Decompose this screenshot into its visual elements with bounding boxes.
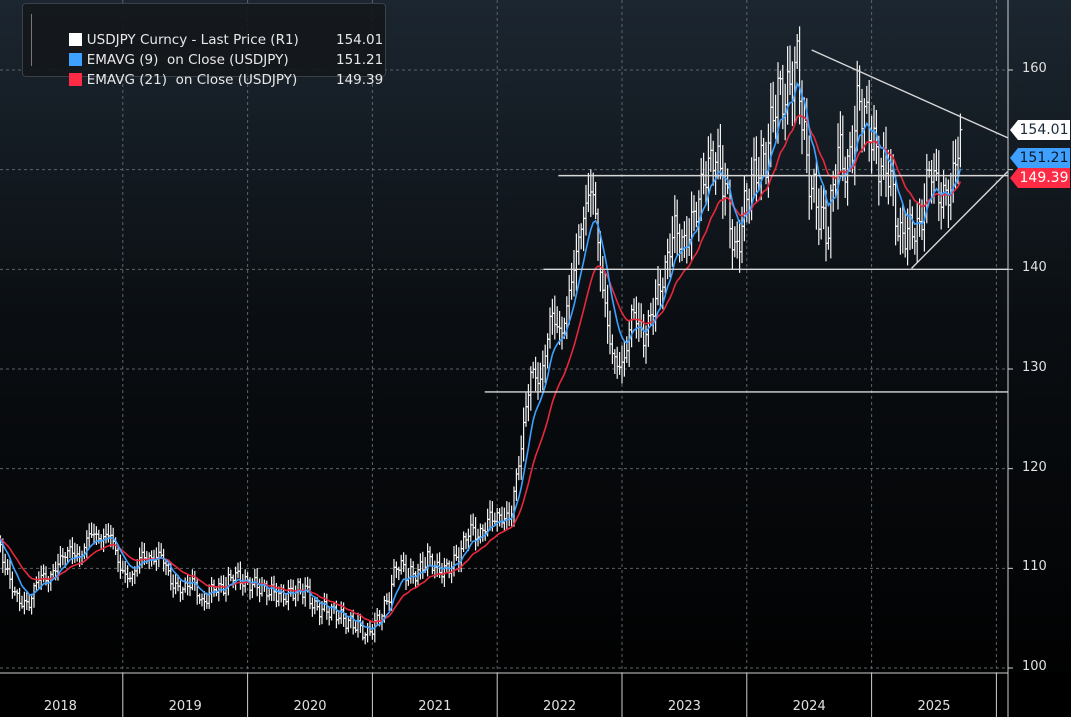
legend[interactable]: USDJPY Curncy - Last Price (R1) 154.01 EM… — [22, 3, 386, 88]
trendline — [811, 49, 1008, 139]
y-tick-label: 140 — [1022, 260, 1047, 276]
x-tick-label: 2020 — [293, 699, 327, 714]
legend-swatch-blue — [68, 53, 82, 66]
x-tick-label: 2022 — [543, 699, 577, 714]
ema9-line — [0, 81, 962, 631]
legend-label: USDJPY Curncy - Last Price (R1) — [86, 32, 299, 48]
legend-swatch-white — [68, 33, 82, 46]
legend-value: 149.39 — [336, 72, 384, 88]
legend-label: EMAVG (9) on Close (USDJPY) — [86, 52, 289, 68]
legend-value: 151.21 — [336, 52, 384, 68]
x-tick-label: 2024 — [792, 699, 826, 714]
x-tick-label: 2025 — [917, 699, 951, 714]
y-tick-label: 160 — [1022, 60, 1047, 76]
x-tick-label: 2021 — [418, 699, 452, 714]
x-tick-label: 2023 — [667, 699, 701, 714]
y-tick-label: 100 — [1022, 659, 1047, 674]
x-tick-label: 2019 — [168, 699, 202, 714]
legend-item-ema21[interactable]: EMAVG (21) on Close (USDJPY) 149.39 — [43, 50, 383, 88]
last-price-tag: 154.01 — [1010, 119, 1070, 140]
trendline — [911, 171, 1009, 269]
legend-value: 154.01 — [336, 32, 384, 48]
legend-swatch-red — [68, 73, 82, 86]
legend-tree-line — [31, 14, 38, 66]
y-tick-label: 110 — [1022, 559, 1047, 575]
legend-item-ema9[interactable]: EMAVG (9) on Close (USDJPY) 151.21 — [43, 30, 383, 68]
ema9-tag: 151.21 — [1010, 147, 1070, 168]
x-tick-label: 2018 — [43, 699, 77, 714]
ema21-tag: 149.39 — [1010, 167, 1070, 188]
y-tick-label: 120 — [1022, 459, 1047, 475]
price-bars — [0, 26, 963, 645]
legend-label: EMAVG (21) on Close (USDJPY) — [86, 72, 298, 88]
y-tick-label: 130 — [1022, 359, 1047, 375]
x-axis-band — [0, 673, 1071, 717]
legend-item-price[interactable]: USDJPY Curncy - Last Price (R1) 154.01 — [43, 10, 383, 48]
